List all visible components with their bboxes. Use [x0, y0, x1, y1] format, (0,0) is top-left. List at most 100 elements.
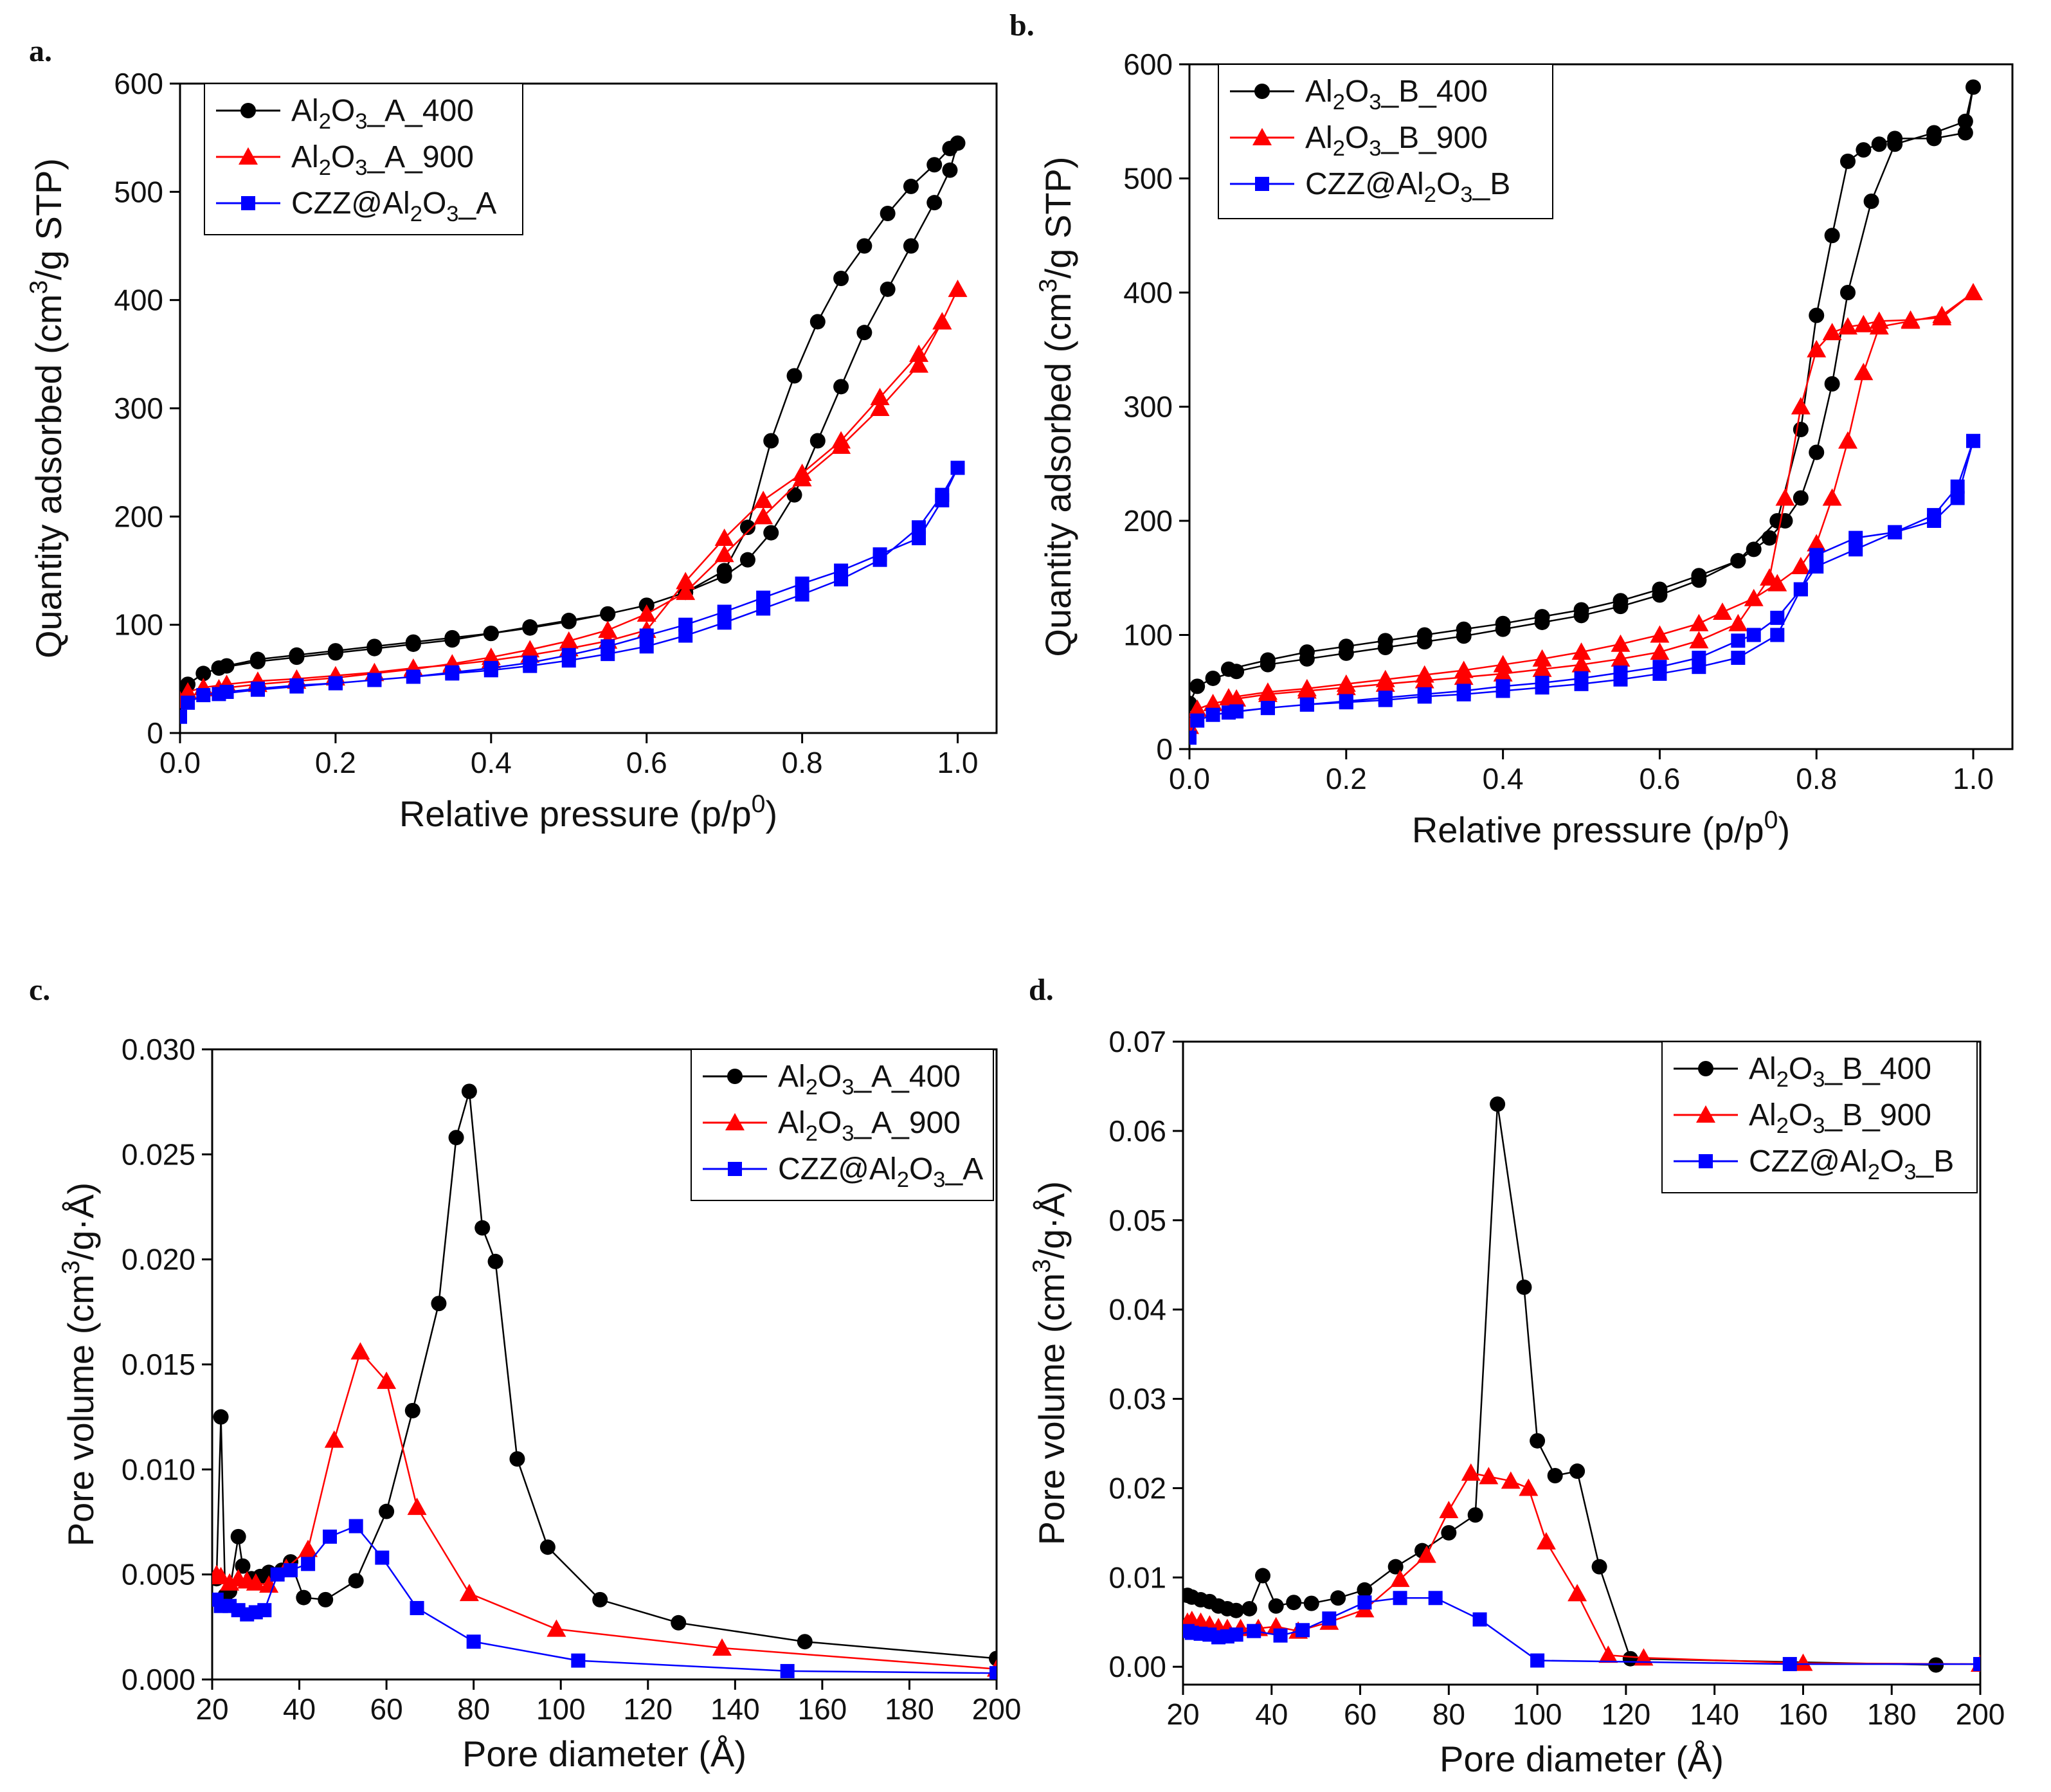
data-point — [289, 679, 304, 694]
data-point — [1731, 651, 1746, 665]
data-point — [1928, 1657, 1944, 1673]
data-point — [1229, 1627, 1243, 1642]
x-axis-label: Pore diameter (Å) — [1440, 1739, 1724, 1779]
legend-marker — [1696, 1105, 1715, 1123]
data-point — [284, 1563, 298, 1578]
data-point — [1390, 1570, 1410, 1588]
data-point — [1242, 1600, 1258, 1616]
panel-label: b. — [1009, 8, 1035, 42]
data-point — [601, 639, 615, 654]
data-point — [406, 669, 420, 684]
x-tick-label: 0.6 — [1639, 762, 1680, 795]
y-axis-label: Quantity adsorbed (cm3/g STP) — [25, 158, 69, 658]
data-point — [571, 1653, 586, 1668]
data-point — [717, 604, 732, 619]
data-point — [1387, 1559, 1404, 1575]
data-point — [833, 271, 849, 286]
legend-marker — [728, 1162, 742, 1176]
data-point — [445, 665, 460, 680]
data-point — [1782, 1657, 1797, 1672]
data-point — [1950, 491, 1965, 505]
data-point — [739, 520, 755, 536]
data-point — [444, 632, 460, 648]
data-point — [1569, 1463, 1586, 1480]
series-Al2O3_A_900 — [212, 1342, 997, 1677]
data-point — [1519, 1478, 1539, 1496]
data-point — [1439, 1501, 1459, 1519]
data-point — [1535, 676, 1550, 691]
x-tick-label: 0.4 — [1483, 762, 1524, 795]
data-point — [318, 1591, 334, 1607]
legend-label: Al2O3_A_400 — [291, 94, 474, 134]
data-point — [989, 1651, 997, 1667]
x-tick-label: 0.8 — [1796, 762, 1837, 795]
data-point — [1268, 1598, 1284, 1614]
data-point — [912, 531, 926, 545]
y-tick-label: 0.00 — [1108, 1650, 1166, 1683]
data-point — [792, 469, 812, 487]
data-point — [797, 1634, 813, 1650]
data-point — [1791, 557, 1811, 574]
plot-frame — [1182, 1040, 1982, 1686]
x-tick-label: 120 — [623, 1692, 673, 1726]
data-point — [1339, 694, 1353, 709]
data-point — [600, 606, 616, 622]
y-tick-label: 0.025 — [122, 1137, 195, 1171]
series-Al2O3_B_900 — [1189, 283, 1983, 734]
data-point — [1770, 628, 1785, 642]
data-point — [1547, 1468, 1563, 1483]
data-point — [213, 1409, 229, 1425]
data-point — [296, 1589, 312, 1606]
data-point — [714, 545, 734, 563]
data-point — [298, 1539, 318, 1557]
data-point — [1807, 534, 1827, 552]
y-axis-label: Quantity adsorbed (cm3/g STP) — [1035, 156, 1078, 656]
data-point — [912, 520, 926, 535]
data-point — [870, 388, 890, 406]
data-point — [1793, 490, 1809, 506]
data-point — [487, 1253, 503, 1269]
data-point — [1260, 701, 1275, 716]
x-tick-label: 140 — [1690, 1697, 1739, 1731]
legend-item: CZZ@Al2O3_B — [1230, 167, 1510, 207]
data-point — [1530, 1653, 1545, 1668]
data-point — [481, 647, 501, 665]
data-point — [1840, 153, 1856, 169]
legend-label: CZZ@Al2O3_A — [291, 186, 496, 226]
data-point — [809, 433, 826, 449]
data-point — [763, 525, 779, 541]
legend-item: Al2O3_A_900 — [703, 1106, 961, 1146]
data-point — [1299, 697, 1314, 712]
y-tick-label: 0.03 — [1108, 1382, 1166, 1416]
data-point — [327, 645, 343, 661]
data-point — [509, 1451, 525, 1467]
data-point — [379, 1503, 395, 1519]
x-axis-label: Pore diameter (Å) — [462, 1733, 746, 1774]
data-point — [1964, 283, 1983, 300]
data-point — [466, 1634, 481, 1649]
legend-item: Al2O3_A_400 — [216, 94, 474, 134]
data-point — [856, 325, 872, 341]
data-point — [1926, 125, 1942, 141]
legend-marker — [241, 196, 255, 210]
data-point — [1456, 621, 1472, 637]
data-point — [1854, 314, 1874, 332]
y-tick-label: 0.05 — [1108, 1204, 1166, 1237]
legend: Al2O3_A_400 Al2O3_A_900 CZZ@Al2O3_A — [204, 83, 523, 235]
data-point — [1336, 674, 1356, 692]
data-point — [1536, 1532, 1556, 1550]
data-point — [1869, 317, 1889, 335]
data-point — [1428, 1591, 1443, 1606]
x-tick-label: 60 — [370, 1692, 403, 1726]
y-tick-label: 300 — [114, 392, 163, 425]
x-tick-label: 100 — [1513, 1697, 1562, 1731]
y-tick-label: 0.02 — [1108, 1471, 1166, 1505]
data-point — [230, 1528, 246, 1544]
data-point — [1613, 593, 1629, 609]
legend-label: CZZ@Al2O3_A — [778, 1152, 983, 1192]
data-point — [561, 612, 577, 628]
data-point — [1330, 1590, 1346, 1606]
data-point — [1571, 642, 1591, 660]
data-point — [324, 1430, 344, 1448]
legend: Al2O3_B_400 Al2O3_B_900 CZZ@Al2O3_B — [1218, 64, 1553, 219]
